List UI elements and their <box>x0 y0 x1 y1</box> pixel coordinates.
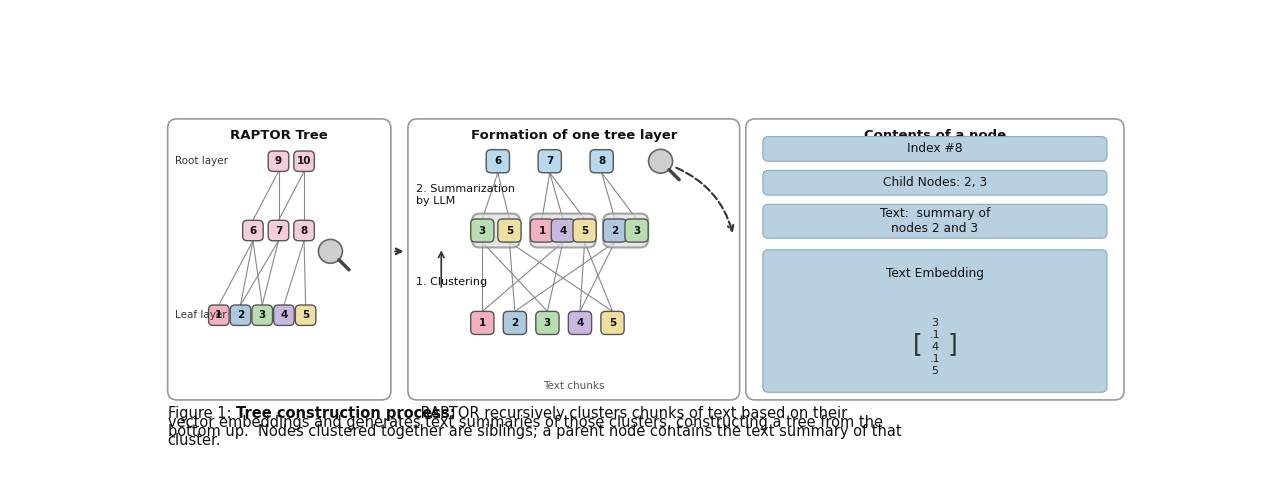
FancyBboxPatch shape <box>231 305 251 325</box>
FancyBboxPatch shape <box>530 214 595 247</box>
FancyBboxPatch shape <box>274 305 294 325</box>
Text: .1: .1 <box>930 354 940 364</box>
Text: Child Nodes: 2, 3: Child Nodes: 2, 3 <box>883 176 987 189</box>
FancyBboxPatch shape <box>590 150 613 173</box>
FancyBboxPatch shape <box>625 219 649 242</box>
Text: 2: 2 <box>512 318 518 328</box>
Text: 6: 6 <box>250 225 256 235</box>
FancyBboxPatch shape <box>763 171 1107 195</box>
Text: 4: 4 <box>576 318 584 328</box>
Text: 5: 5 <box>506 225 513 235</box>
FancyBboxPatch shape <box>603 214 649 247</box>
Text: Root layer: Root layer <box>175 156 228 166</box>
FancyBboxPatch shape <box>603 219 626 242</box>
Text: 3: 3 <box>634 225 640 235</box>
Text: Formation of one tree layer: Formation of one tree layer <box>470 129 677 142</box>
Text: Leaf layer: Leaf layer <box>175 310 227 320</box>
FancyBboxPatch shape <box>471 311 494 334</box>
Text: Figure 1:: Figure 1: <box>167 406 236 421</box>
FancyBboxPatch shape <box>503 311 527 334</box>
Text: .1: .1 <box>930 330 940 340</box>
FancyBboxPatch shape <box>569 311 592 334</box>
Circle shape <box>649 149 673 173</box>
Text: cluster.: cluster. <box>167 433 222 448</box>
Text: bottom up.  Nodes clustered together are siblings; a parent node contains the te: bottom up. Nodes clustered together are … <box>167 424 901 439</box>
Text: 9: 9 <box>275 156 283 166</box>
Text: 2: 2 <box>611 225 618 235</box>
FancyBboxPatch shape <box>471 214 519 247</box>
Text: 1: 1 <box>538 225 546 235</box>
Text: 2: 2 <box>237 310 245 320</box>
Text: Contents of a node: Contents of a node <box>864 129 1006 142</box>
Circle shape <box>318 239 342 263</box>
FancyBboxPatch shape <box>573 219 597 242</box>
Text: 4: 4 <box>280 310 288 320</box>
Text: 1. Clustering: 1. Clustering <box>416 277 487 287</box>
FancyBboxPatch shape <box>252 305 272 325</box>
Text: 10: 10 <box>296 156 312 166</box>
Text: 5: 5 <box>582 225 588 235</box>
Text: 4: 4 <box>931 342 939 352</box>
Text: 1: 1 <box>479 318 487 328</box>
Text: 7: 7 <box>546 156 554 166</box>
Text: 6: 6 <box>494 156 502 166</box>
Text: Tree construction process:: Tree construction process: <box>236 406 456 421</box>
FancyBboxPatch shape <box>551 219 574 242</box>
Text: 2. Summarization
by LLM: 2. Summarization by LLM <box>416 184 514 206</box>
Text: 7: 7 <box>275 225 283 235</box>
Text: Text:  summary of
nodes 2 and 3: Text: summary of nodes 2 and 3 <box>879 207 990 235</box>
FancyBboxPatch shape <box>763 250 1107 392</box>
FancyBboxPatch shape <box>746 119 1124 400</box>
Text: Text chunks: Text chunks <box>544 381 604 391</box>
Text: ]: ] <box>948 331 957 356</box>
FancyBboxPatch shape <box>294 220 314 241</box>
Text: 3: 3 <box>931 318 939 328</box>
Text: 5: 5 <box>931 366 939 376</box>
FancyBboxPatch shape <box>294 151 314 172</box>
FancyBboxPatch shape <box>243 220 264 241</box>
FancyBboxPatch shape <box>763 137 1107 161</box>
Text: 8: 8 <box>598 156 606 166</box>
Text: 3: 3 <box>258 310 266 320</box>
Text: RAPTOR Tree: RAPTOR Tree <box>231 129 328 142</box>
Text: 5: 5 <box>302 310 309 320</box>
FancyBboxPatch shape <box>536 311 559 334</box>
FancyBboxPatch shape <box>471 219 494 242</box>
FancyBboxPatch shape <box>408 119 740 400</box>
FancyBboxPatch shape <box>601 311 625 334</box>
Text: 8: 8 <box>300 225 308 235</box>
FancyBboxPatch shape <box>209 305 229 325</box>
FancyBboxPatch shape <box>531 219 554 242</box>
Text: 1: 1 <box>215 310 223 320</box>
Text: 3: 3 <box>479 225 487 235</box>
Text: 3: 3 <box>544 318 551 328</box>
Text: 5: 5 <box>609 318 616 328</box>
Text: [: [ <box>914 331 922 356</box>
FancyBboxPatch shape <box>763 204 1107 238</box>
FancyBboxPatch shape <box>269 151 289 172</box>
Text: 4: 4 <box>559 225 566 235</box>
FancyBboxPatch shape <box>167 119 392 400</box>
Text: Index #8: Index #8 <box>907 142 963 155</box>
FancyBboxPatch shape <box>538 150 561 173</box>
FancyBboxPatch shape <box>487 150 509 173</box>
Text: Text Embedding: Text Embedding <box>886 267 984 280</box>
FancyBboxPatch shape <box>295 305 315 325</box>
FancyBboxPatch shape <box>498 219 521 242</box>
Text: vector embeddings and generates text summaries of those clusters, constructing a: vector embeddings and generates text sum… <box>167 415 883 430</box>
Text: RAPTOR recursively clusters chunks of text based on their: RAPTOR recursively clusters chunks of te… <box>416 406 846 421</box>
FancyBboxPatch shape <box>269 220 289 241</box>
